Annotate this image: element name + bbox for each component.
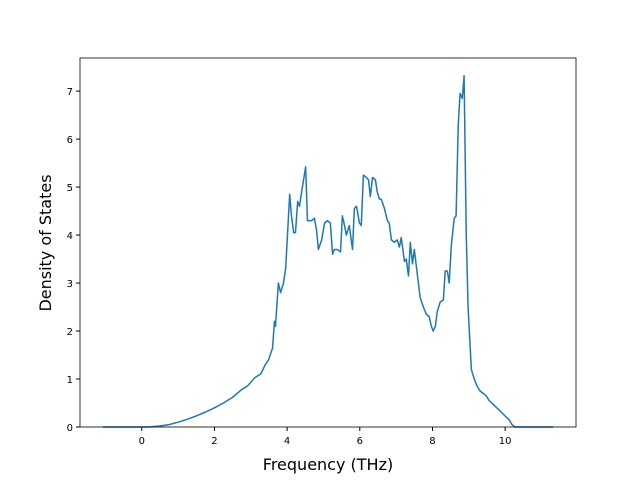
dos-line bbox=[102, 75, 554, 428]
x-tick-label: 4 bbox=[284, 436, 290, 447]
x-tick-label: 0 bbox=[139, 436, 145, 447]
y-tick-label: 4 bbox=[67, 231, 73, 242]
y-axis-label: Density of States bbox=[36, 174, 55, 311]
x-axis-label: Frequency (THz) bbox=[263, 455, 393, 474]
y-tick-label: 6 bbox=[67, 135, 73, 146]
y-tick-label: 0 bbox=[67, 423, 73, 434]
x-tick-label: 2 bbox=[211, 436, 217, 447]
y-tick-label: 7 bbox=[67, 87, 73, 98]
plot-frame bbox=[79, 57, 577, 428]
x-tick-label: 6 bbox=[357, 436, 363, 447]
y-tick-label: 2 bbox=[67, 327, 73, 338]
y-tick-label: 5 bbox=[67, 183, 73, 194]
x-tick-label: 10 bbox=[499, 436, 512, 447]
y-tick-label: 3 bbox=[67, 279, 73, 290]
y-tick-label: 1 bbox=[67, 375, 73, 386]
x-tick-label: 8 bbox=[429, 436, 435, 447]
